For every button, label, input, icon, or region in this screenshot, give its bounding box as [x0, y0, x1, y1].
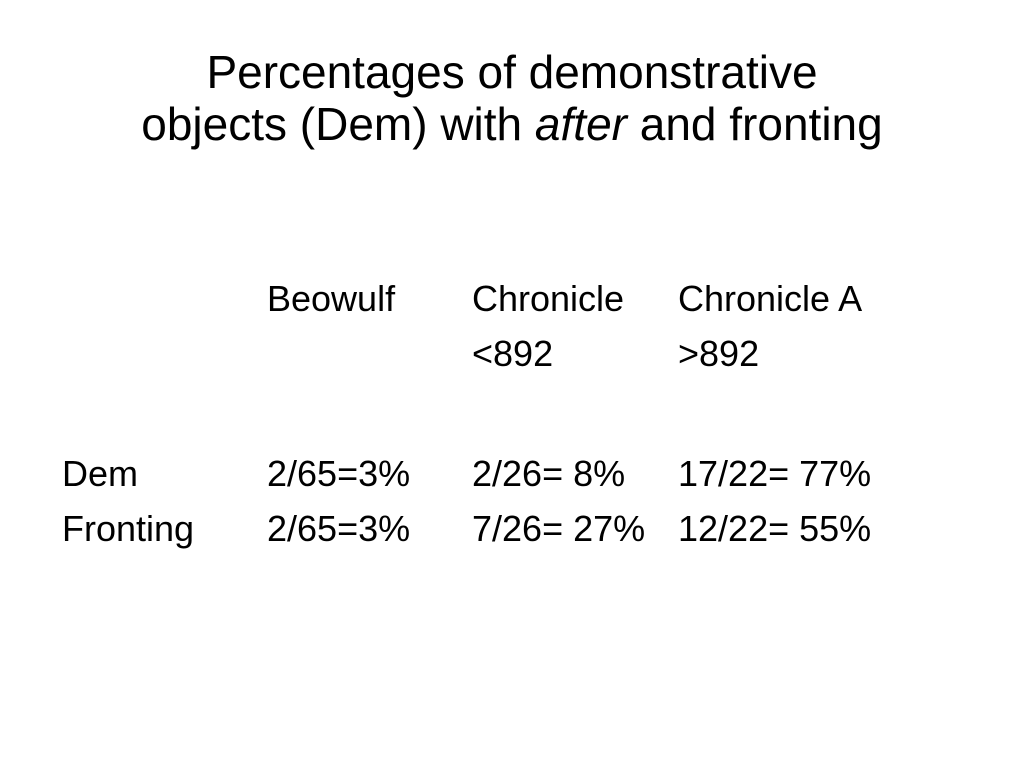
slide-title-line-2-post: and fronting: [626, 98, 883, 150]
col-header-beowulf: Beowulf: [267, 278, 396, 319]
cell-fronting-chronicle-early: 7/26= 27%: [472, 508, 646, 549]
slide-title: Percentages of demonstrative objects (De…: [0, 46, 1024, 150]
cell-dem-chronicle-early: 2/26= 8%: [472, 453, 626, 494]
table-subheader-row: <892 >892: [0, 326, 1024, 381]
cell-fronting-chronicle-late: 12/22= 55%: [678, 508, 872, 549]
col-subheader-chronicle-late: >892: [678, 333, 760, 374]
table-row-dem: Dem 2/65=3% 2/26= 8% 17/22= 77%: [0, 446, 1024, 501]
cell-dem-beowulf: 2/65=3%: [267, 453, 411, 494]
col-header-chronicle-late: Chronicle A: [678, 278, 863, 319]
slide-title-line-1: Percentages of demonstrative: [206, 46, 818, 98]
slide-title-line-2: objects (Dem) with after and fronting: [0, 98, 1024, 150]
cell-fronting-beowulf: 2/65=3%: [267, 508, 411, 549]
row-label-fronting: Fronting: [62, 508, 195, 549]
slide-title-line-2-pre: objects (Dem) with: [141, 98, 535, 150]
row-label-dem: Dem: [62, 453, 139, 494]
slide-title-italic-word: after: [534, 98, 627, 150]
col-header-chronicle-early: Chronicle: [472, 278, 625, 319]
table-header-row: Beowulf Chronicle Chronicle A: [0, 271, 1024, 326]
col-subheader-chronicle-early: <892: [472, 333, 554, 374]
table-row-fronting: Fronting 2/65=3% 7/26= 27% 12/22= 55%: [0, 501, 1024, 556]
cell-dem-chronicle-late: 17/22= 77%: [678, 453, 872, 494]
